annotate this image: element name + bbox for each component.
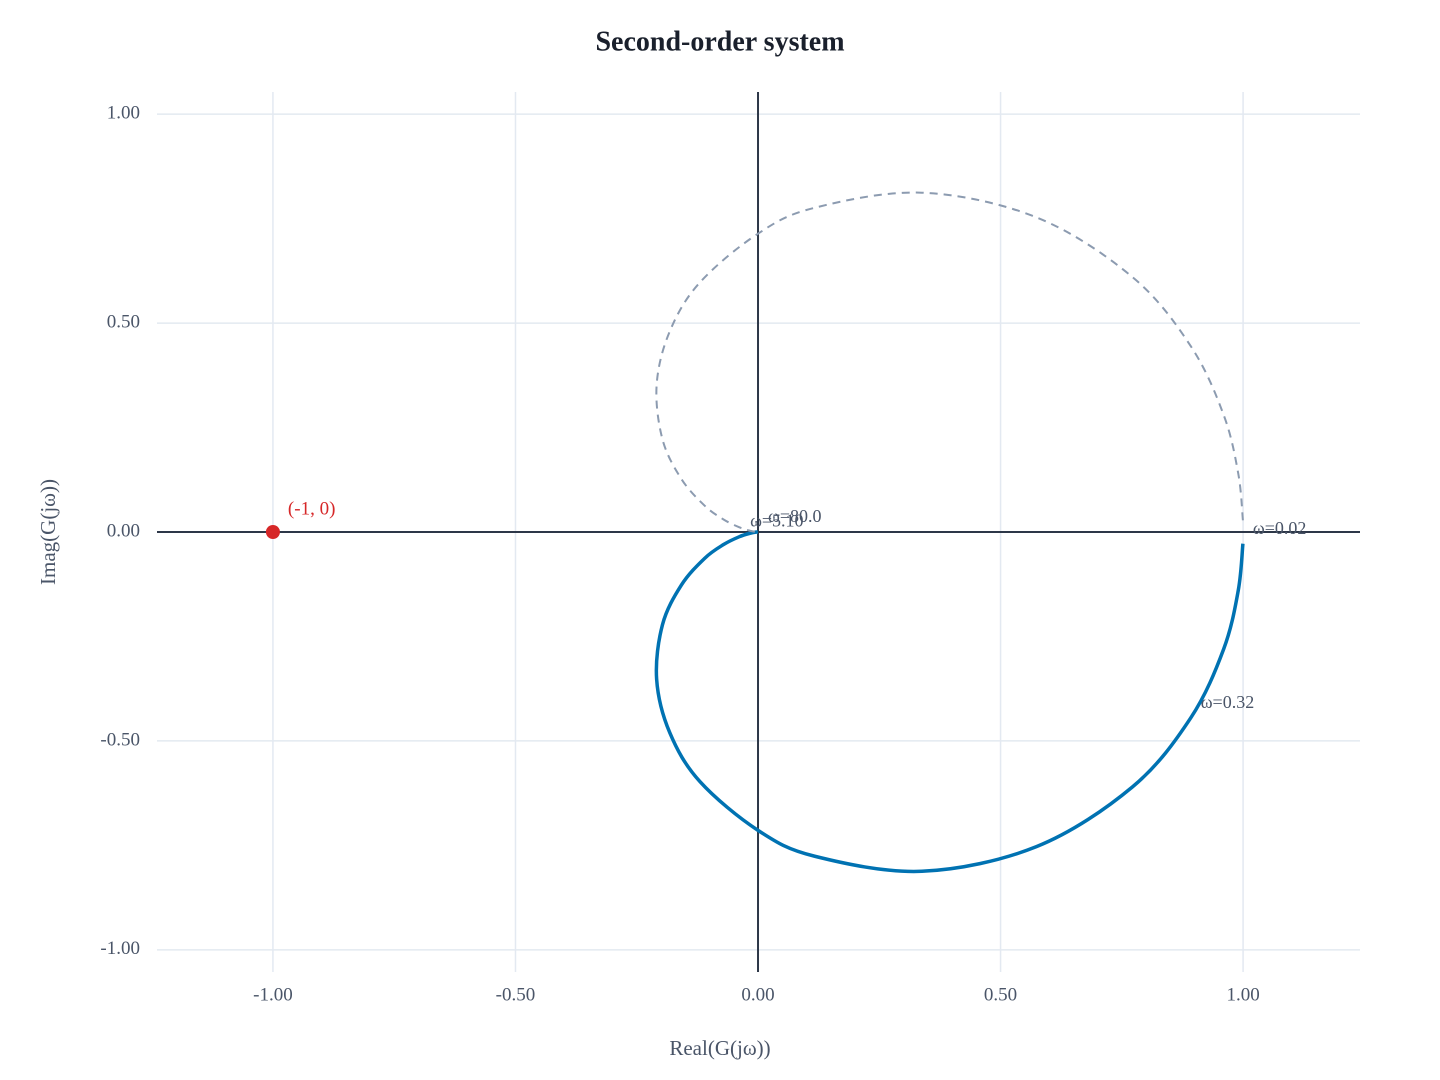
frequency-annotation: ω=5.10 xyxy=(750,511,804,531)
y-tick-label: 0.00 xyxy=(107,520,140,541)
x-tick-label: 0.00 xyxy=(741,984,774,1005)
x-tick-label: 1.00 xyxy=(1226,984,1259,1005)
x-tick-label: -1.00 xyxy=(253,984,293,1005)
frequency-annotation: ω=0.32 xyxy=(1201,692,1255,712)
y-axis-title: Imag(G(jω)) xyxy=(36,479,60,585)
chart-title: Second-order system xyxy=(595,26,844,57)
y-tick-label: 0.50 xyxy=(107,311,140,332)
critical-point xyxy=(265,525,280,539)
frequency-annotation: ω=80.0 xyxy=(768,506,822,526)
x-axis-title: Real(G(jω)) xyxy=(669,1036,770,1060)
frequency-annotation: ω=0.02 xyxy=(1253,518,1307,538)
y-tick-label: 1.00 xyxy=(107,103,140,124)
nyquist-curve xyxy=(654,530,1245,874)
y-tick-label: -1.00 xyxy=(100,938,140,959)
nyquist-curve xyxy=(655,191,1244,533)
x-tick-label: -0.50 xyxy=(496,984,536,1005)
y-tick-label: -0.50 xyxy=(100,729,140,750)
x-tick-label: 0.50 xyxy=(984,984,1017,1005)
critical-point-label: (-1, 0) xyxy=(288,498,335,519)
